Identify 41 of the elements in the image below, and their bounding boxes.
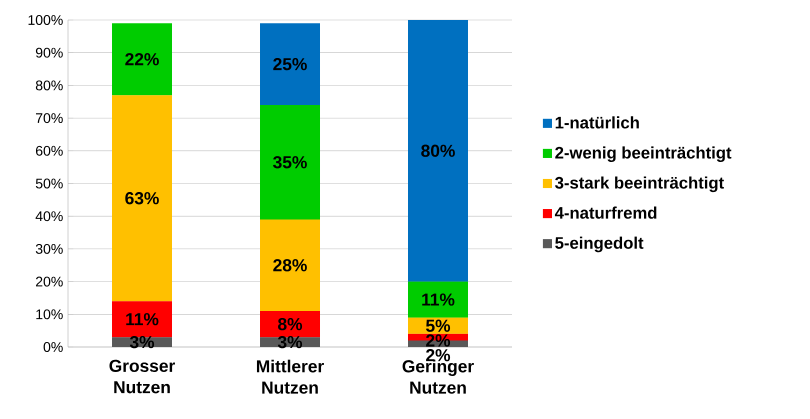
bar xyxy=(260,311,320,338)
y-tick-label: 100% xyxy=(28,15,63,25)
y-tick-label: 60% xyxy=(36,146,63,156)
bar xyxy=(112,23,172,96)
data-label: 2% xyxy=(426,349,450,362)
legend-label: 3-stark beeinträchtigt xyxy=(555,176,724,192)
legend-label: 4-naturfremd xyxy=(554,206,656,219)
y-tick-label: 90% xyxy=(36,48,63,58)
y-tick-label: 20% xyxy=(36,276,63,287)
data-label: 3% xyxy=(130,336,154,348)
bar xyxy=(112,301,172,338)
y-tick-label: 80% xyxy=(36,80,63,90)
bar xyxy=(408,20,468,282)
bar xyxy=(260,105,320,220)
data-label: 11% xyxy=(126,313,158,326)
x-tick-label: Mittlerer Nutzen xyxy=(256,360,324,394)
legend-label: 2-wenig beeinträchtigt xyxy=(555,146,732,162)
data-label: 22% xyxy=(125,53,159,66)
bar xyxy=(260,219,320,312)
x-tick-label: Geringer Nutzen xyxy=(402,360,474,394)
y-tick-label: 0% xyxy=(44,342,63,352)
data-label: 80% xyxy=(421,144,455,157)
data-label: 28% xyxy=(273,259,307,272)
data-label: 8% xyxy=(278,318,302,330)
legend-label: 1-natürlich xyxy=(556,116,639,129)
bar xyxy=(408,282,468,318)
bar xyxy=(112,95,172,302)
y-tick-label: 30% xyxy=(36,244,63,254)
data-label: 35% xyxy=(273,156,307,168)
data-label: 11% xyxy=(422,293,454,306)
bar xyxy=(260,23,320,106)
y-tick-label: 70% xyxy=(36,113,63,124)
x-tick-label: Grosser Nutzen xyxy=(109,360,175,394)
data-label: 5% xyxy=(426,320,450,332)
legend-label: 5-eingedolt xyxy=(555,236,644,252)
y-tick-label: 10% xyxy=(36,309,63,320)
data-label: 25% xyxy=(273,58,307,70)
y-tick-label: 50% xyxy=(36,178,63,188)
data-label: 63% xyxy=(125,192,159,204)
y-tick-label: 40% xyxy=(36,211,63,222)
data-label: 3% xyxy=(278,336,302,348)
